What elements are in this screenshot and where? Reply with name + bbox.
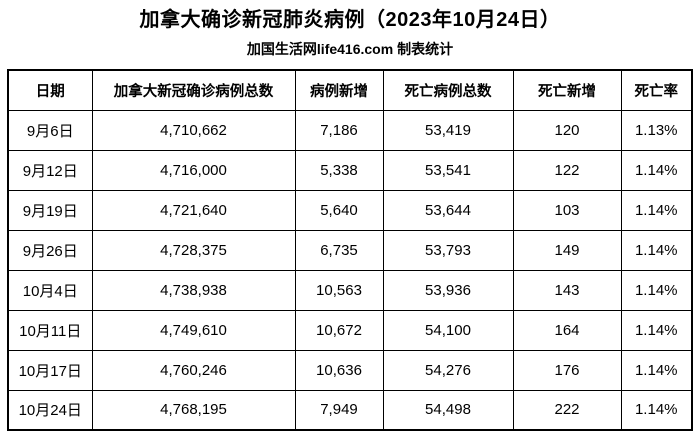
new-cases-cell: 7,949 bbox=[294, 389, 384, 431]
date-cell: 9月6日 bbox=[7, 109, 93, 151]
total-cases-cell: 4,768,195 bbox=[91, 389, 296, 431]
date-cell: 10月11日 bbox=[7, 309, 93, 351]
column-header-total-cases: 加拿大新冠确诊病例总数 bbox=[91, 69, 296, 111]
death-rate-cell: 1.14% bbox=[620, 309, 693, 351]
column-header-total-deaths: 死亡病例总数 bbox=[382, 69, 514, 111]
new-deaths-cell: 164 bbox=[512, 309, 622, 351]
total-cases-cell: 4,716,000 bbox=[91, 149, 296, 191]
table-row: 9月6日 4,710,662 7,186 53,419 120 1.13% bbox=[7, 109, 693, 151]
total-deaths-cell: 54,100 bbox=[382, 309, 514, 351]
new-deaths-cell: 143 bbox=[512, 269, 622, 311]
total-cases-cell: 4,749,610 bbox=[91, 309, 296, 351]
table-row: 9月12日 4,716,000 5,338 53,541 122 1.14% bbox=[7, 149, 693, 191]
new-cases-cell: 7,186 bbox=[294, 109, 384, 151]
total-cases-cell: 4,721,640 bbox=[91, 189, 296, 231]
date-cell: 10月17日 bbox=[7, 349, 93, 391]
date-cell: 9月12日 bbox=[7, 149, 93, 191]
column-header-date: 日期 bbox=[7, 69, 93, 111]
total-deaths-cell: 53,793 bbox=[382, 229, 514, 271]
page-title: 加拿大确诊新冠肺炎病例（2023年10月24日） bbox=[139, 9, 561, 31]
column-header-new-deaths: 死亡新增 bbox=[512, 69, 622, 111]
total-cases-cell: 4,728,375 bbox=[91, 229, 296, 271]
death-rate-cell: 1.14% bbox=[620, 229, 693, 271]
date-cell: 10月4日 bbox=[7, 269, 93, 311]
death-rate-cell: 1.14% bbox=[620, 349, 693, 391]
death-rate-cell: 1.14% bbox=[620, 389, 693, 431]
date-cell: 10月24日 bbox=[7, 389, 93, 431]
date-cell: 9月19日 bbox=[7, 189, 93, 231]
total-deaths-cell: 53,644 bbox=[382, 189, 514, 231]
total-deaths-cell: 53,936 bbox=[382, 269, 514, 311]
column-header-new-cases: 病例新增 bbox=[294, 69, 384, 111]
total-deaths-cell: 54,276 bbox=[382, 349, 514, 391]
table-body: 9月6日 4,710,662 7,186 53,419 120 1.13% 9月12日 4,7… bbox=[7, 109, 693, 431]
new-cases-cell: 10,563 bbox=[294, 269, 384, 311]
table-row: 10月17日 4,760,246 10,636 54,276 176 1.14% bbox=[7, 349, 693, 391]
total-cases-cell: 4,738,938 bbox=[91, 269, 296, 311]
table-row: 10月11日 4,749,610 10,672 54,100 164 1.14% bbox=[7, 309, 693, 351]
new-cases-cell: 6,735 bbox=[294, 229, 384, 271]
new-deaths-cell: 103 bbox=[512, 189, 622, 231]
page-subtitle: 加国生活网life416.com 制表统计 bbox=[246, 41, 454, 57]
death-rate-cell: 1.14% bbox=[620, 269, 693, 311]
total-cases-cell: 4,710,662 bbox=[91, 109, 296, 151]
death-rate-cell: 1.13% bbox=[620, 109, 693, 151]
new-deaths-cell: 149 bbox=[512, 229, 622, 271]
new-deaths-cell: 120 bbox=[512, 109, 622, 151]
new-cases-cell: 10,672 bbox=[294, 309, 384, 351]
new-cases-cell: 5,640 bbox=[294, 189, 384, 231]
death-rate-cell: 1.14% bbox=[620, 149, 693, 191]
covid-stats-table: 日期 加拿大新冠确诊病例总数 病例新增 死亡病例总数 死亡新增 死亡率 9月6日… bbox=[7, 69, 693, 431]
death-rate-cell: 1.14% bbox=[620, 189, 693, 231]
total-deaths-cell: 53,419 bbox=[382, 109, 514, 151]
total-deaths-cell: 54,498 bbox=[382, 389, 514, 431]
column-header-death-rate: 死亡率 bbox=[620, 69, 693, 111]
total-deaths-cell: 53,541 bbox=[382, 149, 514, 191]
table-row: 10月4日 4,738,938 10,563 53,936 143 1.14% bbox=[7, 269, 693, 311]
new-deaths-cell: 122 bbox=[512, 149, 622, 191]
table-row: 10月24日 4,768,195 7,949 54,498 222 1.14% bbox=[7, 389, 693, 431]
table-header-row: 日期 加拿大新冠确诊病例总数 病例新增 死亡病例总数 死亡新增 死亡率 bbox=[7, 69, 693, 111]
date-cell: 9月26日 bbox=[7, 229, 93, 271]
table-row: 9月26日 4,728,375 6,735 53,793 149 1.14% bbox=[7, 229, 693, 271]
total-cases-cell: 4,760,246 bbox=[91, 349, 296, 391]
table-row: 9月19日 4,721,640 5,640 53,644 103 1.14% bbox=[7, 189, 693, 231]
new-deaths-cell: 176 bbox=[512, 349, 622, 391]
new-deaths-cell: 222 bbox=[512, 389, 622, 431]
new-cases-cell: 10,636 bbox=[294, 349, 384, 391]
new-cases-cell: 5,338 bbox=[294, 149, 384, 191]
